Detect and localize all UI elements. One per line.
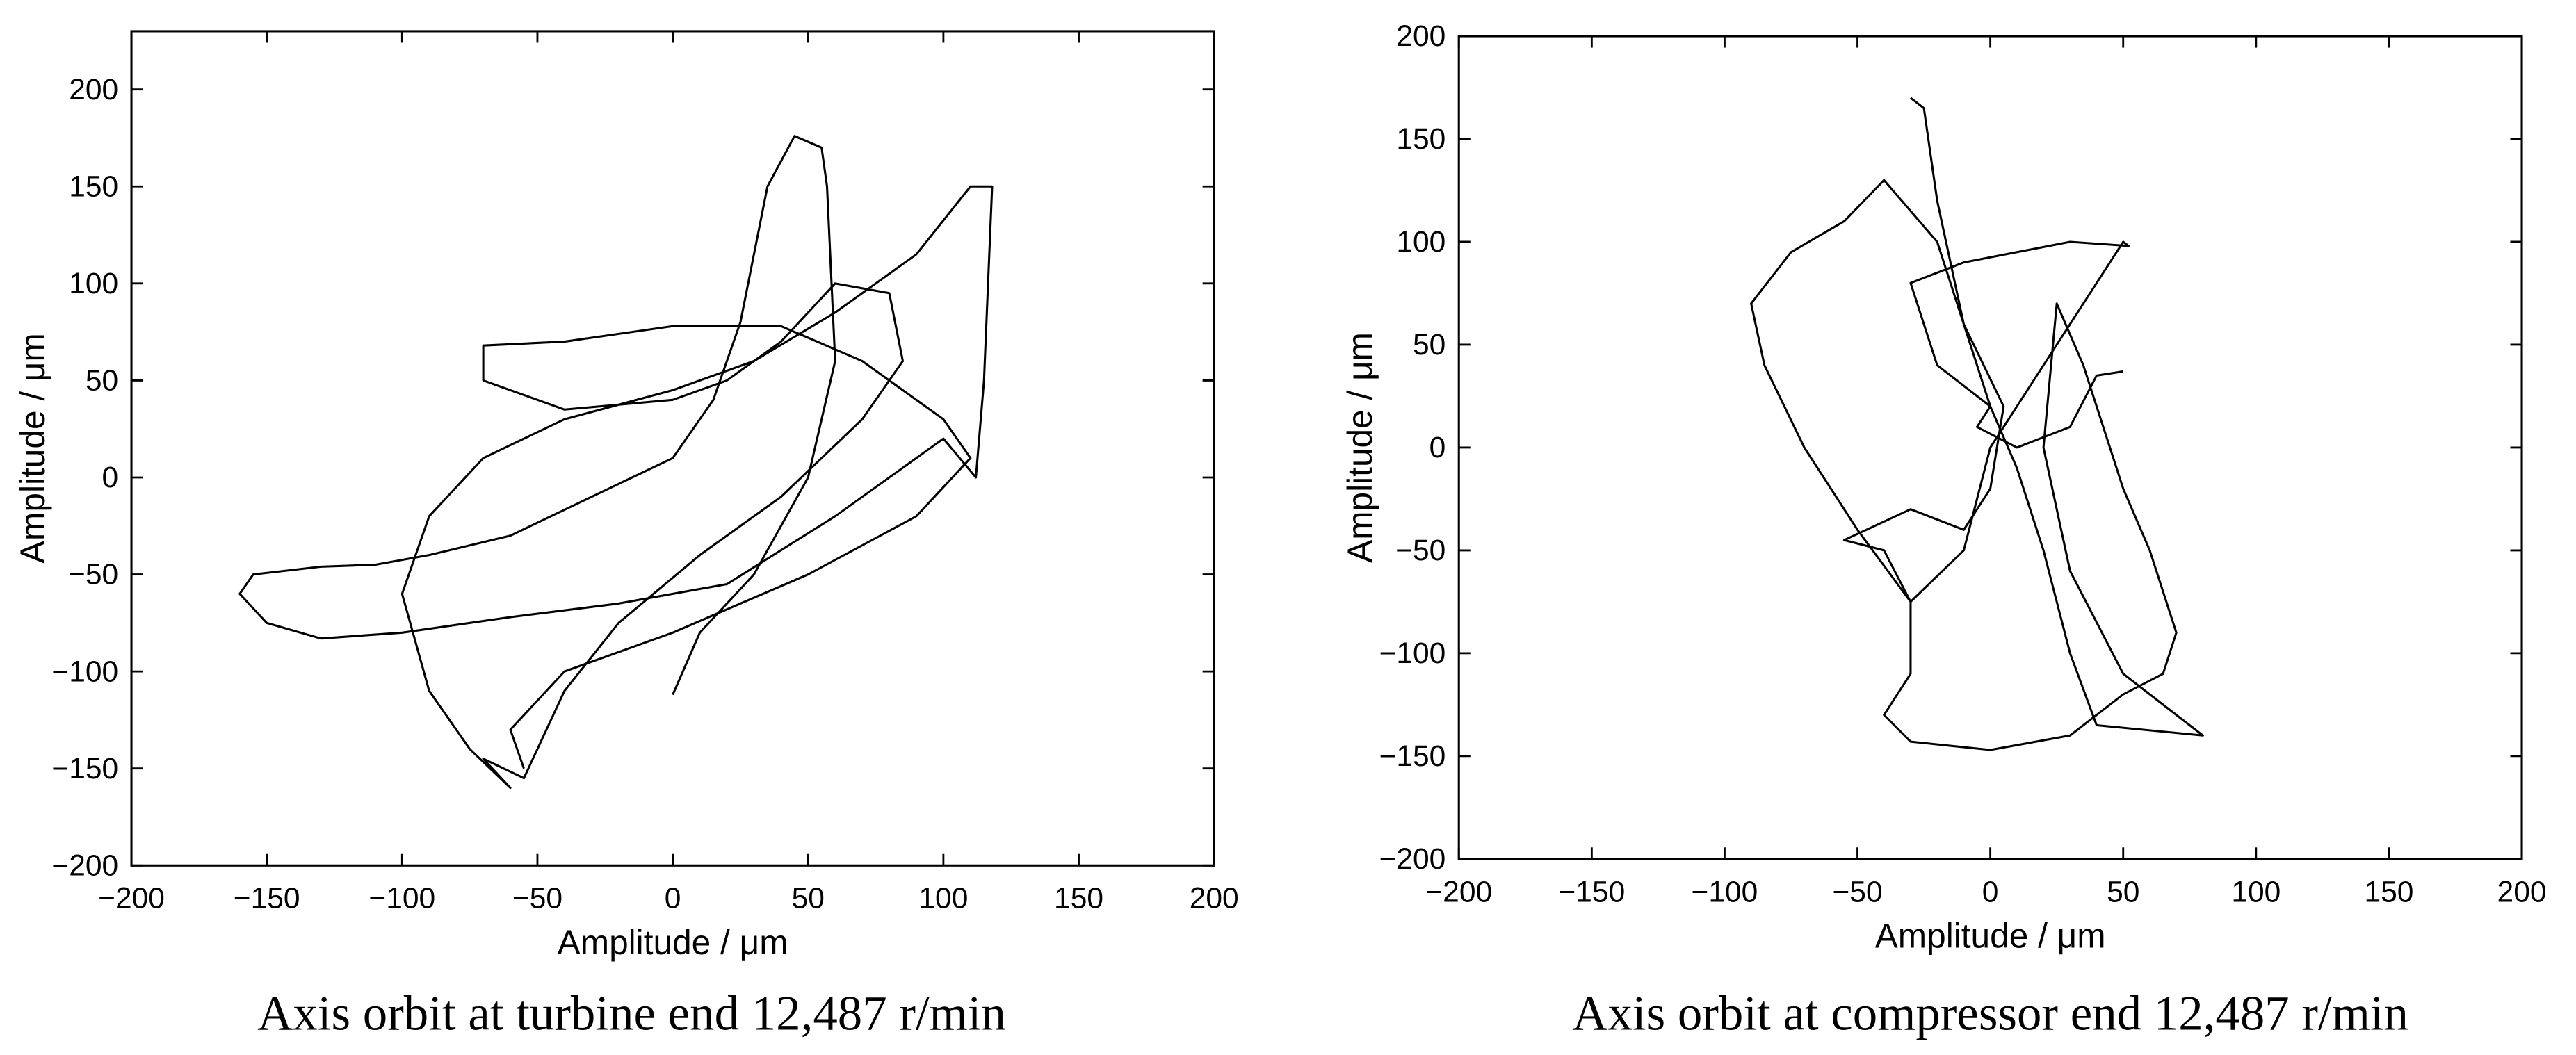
y-tick-label: −100 [1379, 637, 1446, 670]
x-tick-label: 150 [2364, 875, 2413, 908]
x-tick-label: −150 [234, 882, 300, 915]
plot-frame [130, 30, 1215, 867]
y-tick-label: 150 [1396, 122, 1445, 156]
x-tick-label: 100 [2231, 875, 2281, 908]
x-tick-label: −50 [512, 882, 562, 915]
orbit-line [238, 135, 994, 790]
y-tick-label: −150 [1379, 739, 1446, 773]
y-tick-label: 100 [1396, 225, 1445, 259]
y-tick-label: 100 [69, 267, 118, 300]
y-tick-label: 50 [1413, 328, 1445, 361]
y-tick-label: −200 [51, 849, 118, 882]
caption: Axis orbit at compressor end 12,487 r/mi… [1572, 987, 2408, 1041]
y-axis-label: Amplitude / μm [1340, 332, 1379, 563]
x-tick-label: −200 [98, 882, 165, 915]
x-tick-label: 100 [918, 882, 968, 915]
x-tick-label: −200 [1425, 875, 1492, 908]
caption: Axis orbit at turbine end 12,487 r/min [257, 987, 1006, 1041]
y-axis-label: Amplitude / μm [13, 333, 52, 564]
x-tick-label: 150 [1054, 882, 1103, 915]
y-tick-label: −150 [51, 752, 118, 785]
y-tick-label: 150 [69, 170, 118, 203]
x-tick-label: 200 [1190, 882, 1239, 915]
x-tick-label: −50 [1832, 875, 1882, 908]
y-tick-label: −100 [51, 655, 118, 688]
y-tick-label: 200 [69, 73, 118, 106]
y-tick-label: −50 [1395, 534, 1445, 567]
x-axis-label: Amplitude / μm [1875, 916, 2106, 955]
x-tick-label: 200 [2497, 875, 2547, 908]
y-tick-label: 200 [1396, 19, 1445, 53]
x-tick-label: −100 [368, 882, 435, 915]
x-axis-label: Amplitude / μm [558, 923, 788, 962]
x-tick-label: 0 [665, 882, 681, 915]
x-tick-label: −150 [1558, 875, 1625, 908]
x-tick-label: 0 [1982, 875, 1999, 908]
x-tick-label: −100 [1692, 875, 1758, 908]
y-tick-label: −200 [1379, 842, 1446, 876]
orbit-line [1750, 97, 2204, 751]
y-tick-label: 0 [102, 461, 118, 494]
x-tick-label: 50 [2107, 875, 2139, 908]
y-tick-label: −50 [68, 558, 118, 591]
y-tick-label: 50 [86, 364, 118, 398]
y-tick-label: 0 [1429, 431, 1446, 464]
x-tick-label: 50 [792, 882, 825, 915]
